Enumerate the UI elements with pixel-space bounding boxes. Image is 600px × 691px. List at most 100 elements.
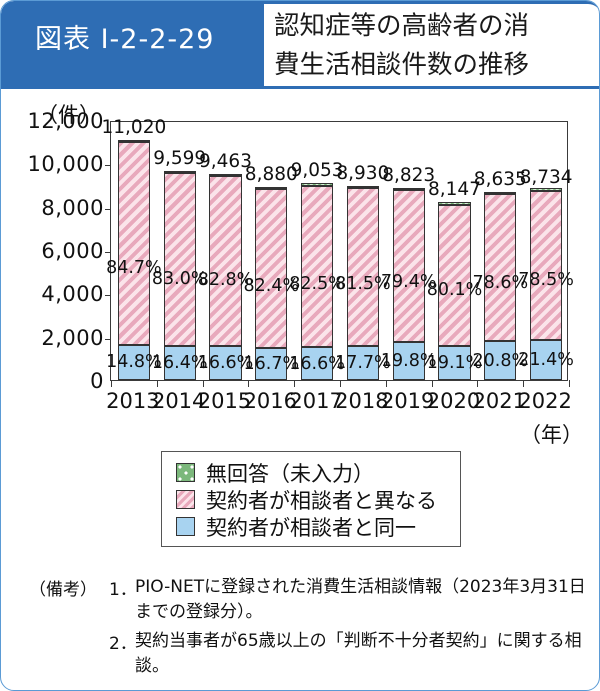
x-axis-tick-mark	[294, 380, 296, 387]
legend-swatch-icon	[176, 490, 195, 509]
bar-group: 9,053 82.5% 16.6%	[289, 122, 345, 380]
bar-series-container: 11,020 84.7% 14.8% 9,599 83.0% 16.4% 9,463 82.8…	[102, 117, 574, 387]
x-axis-tick-label: 2016	[243, 389, 298, 413]
bar-segment-same-person	[530, 339, 563, 380]
bar-segment-same-person	[346, 345, 379, 380]
bar-percent-label-same: 14.8%	[106, 352, 162, 373]
legend-item: 契約者が相談者と異なる	[176, 486, 460, 513]
y-axis-tick-mark	[105, 295, 111, 297]
bar-segment-different-person	[255, 189, 288, 348]
bar-group: 11,020 84.7% 14.8%	[102, 117, 166, 380]
x-axis-tick-mark	[523, 380, 525, 387]
bar-segment-no-answer	[392, 187, 425, 191]
y-axis-tick-label: 12,000	[27, 109, 104, 133]
bar-group: 8,930 81.5% 17.7%	[335, 122, 391, 380]
chart-legend: 無回答（未入力） 契約者が相談者と異なる 契約者が相談者と同一	[161, 451, 461, 547]
bar-segment-no-answer	[530, 188, 563, 191]
bar-percent-label-same: 17.7%	[335, 352, 391, 373]
bar-segment-same-person	[117, 344, 150, 380]
stacked-bar	[484, 191, 517, 380]
bar-percent-label-same: 16.4%	[151, 352, 208, 373]
bar-segment-different-person	[209, 176, 242, 346]
notes-heading: （備考）	[29, 580, 97, 600]
stacked-bar	[530, 188, 563, 380]
bar-segment-same-person	[255, 347, 288, 380]
stacked-bar	[438, 202, 471, 380]
bar-percent-label-same: 20.8%	[472, 350, 529, 371]
y-axis-labels: 0 2,000 4,000 6,000 8,000 10,000 12,000	[1, 109, 104, 393]
bar-total-label: 8,734	[519, 166, 573, 188]
note-item: 1． PIO-NETに登録された消費生活相談情報（2023年3月31日までの登録分…	[109, 575, 589, 625]
bar-segment-no-answer	[117, 139, 150, 143]
bar-percent-label-same: 21.4%	[518, 349, 574, 370]
bar-segment-same-person	[438, 346, 471, 380]
bar-total-label: 8,930	[336, 162, 390, 184]
bar-group: 8,734 78.5% 21.4%	[518, 122, 574, 380]
bar-percent-label-different: 82.5%	[289, 274, 345, 295]
figure-title-line-1: 認知症等の高齢者の消	[274, 11, 530, 41]
bar-segment-no-answer	[163, 170, 196, 174]
y-axis-tick-label: 10,000	[27, 152, 104, 177]
y-axis-tick-label: 0	[90, 369, 104, 393]
bar-segment-different-person	[301, 185, 334, 348]
x-axis-tick-mark	[156, 380, 158, 387]
legend-item-label: 契約者が相談者と同一	[206, 515, 416, 540]
bar-percent-label-different: 79.4%	[380, 272, 437, 293]
bar-segment-no-answer	[255, 186, 288, 190]
bar-segment-different-person	[163, 173, 196, 346]
figure-title-line-2: 費生活相談件数の推移	[274, 50, 530, 80]
note-item: 2． 契約当事者が65歳以上の「判断不十分者契約」に関する相談。	[109, 629, 589, 679]
bar-segment-different-person	[117, 142, 150, 345]
x-axis-tick-label: 2019	[380, 389, 435, 413]
legend-swatch-icon	[176, 463, 195, 482]
bar-group: 8,635 78.6% 20.8%	[472, 122, 528, 380]
bar-segment-same-person	[209, 345, 242, 380]
x-axis-tick-label: 2013	[106, 389, 160, 413]
bar-segment-same-person	[392, 342, 425, 380]
plot-frame: 11,020 84.7% 14.8% 9,599 83.0% 16.4% 9,463 82.8…	[102, 117, 574, 387]
bar-total-label: 9,053	[290, 159, 344, 181]
x-axis-tick-mark	[248, 380, 250, 387]
note-text: 契約当事者が65歳以上の「判断不十分者契約」に関する相談。	[135, 631, 582, 676]
bar-segment-different-person	[530, 190, 563, 340]
x-axis-tick-label: 2017	[289, 389, 343, 413]
bar-percent-label-different: 82.4%	[243, 275, 300, 296]
note-number: 1．	[109, 580, 137, 600]
bar-total-label: 8,880	[244, 163, 298, 185]
stacked-bar	[346, 185, 379, 380]
bar-percent-label-same: 16.6%	[197, 352, 254, 373]
bar-segment-same-person	[301, 347, 334, 380]
x-axis-tick-mark	[202, 380, 204, 387]
bar-percent-label-same: 16.7%	[243, 353, 300, 374]
x-axis-tick-mark	[477, 380, 479, 387]
y-axis-tick-mark	[105, 338, 111, 340]
y-axis-tick-label: 4,000	[41, 282, 104, 307]
figure-header: 図表 I-2-2-29 認知症等の高齢者の消 費生活相談件数の推移	[1, 1, 599, 89]
y-axis-tick-mark	[105, 252, 111, 253]
x-axis-tick-label: 2015	[197, 389, 252, 413]
note-number: 2．	[109, 634, 137, 654]
legend-item: 無回答（未入力）	[176, 459, 460, 486]
bar-segment-no-answer	[484, 191, 517, 195]
bar-percent-label-different: 82.8%	[197, 269, 254, 290]
bar-group: 8,147 80.1% 19.1%	[427, 122, 482, 380]
figure-title-box: 認知症等の高齢者の消 費生活相談件数の推移	[263, 3, 599, 87]
bar-segment-no-answer	[438, 202, 471, 205]
legend-item: 契約者が相談者と同一	[176, 513, 460, 540]
bar-total-label: 8,635	[473, 168, 527, 190]
y-axis-tick-mark	[105, 165, 111, 167]
figure-number: 図表 I-2-2-29	[35, 24, 215, 55]
stacked-bar	[301, 183, 334, 380]
bar-segment-same-person	[163, 345, 196, 380]
bar-total-label: 8,823	[382, 164, 436, 186]
bar-percent-label-same: 19.8%	[380, 351, 437, 372]
bar-percent-label-different: 84.7%	[106, 257, 162, 278]
x-axis-tick-mark	[385, 380, 387, 387]
y-axis-tick-label: 8,000	[41, 195, 104, 220]
bar-percent-label-different: 81.5%	[335, 273, 391, 294]
y-axis-unit-label: （件）	[37, 103, 100, 127]
bar-total-label: 9,463	[199, 150, 252, 172]
y-axis-tick-mark	[105, 208, 111, 210]
chart-area: （件） 0 2,000 4,000 6,000 8,000 10,000 12,000 11…	[1, 89, 599, 449]
bar-group: 9,599 83.0% 16.4%	[152, 122, 207, 380]
